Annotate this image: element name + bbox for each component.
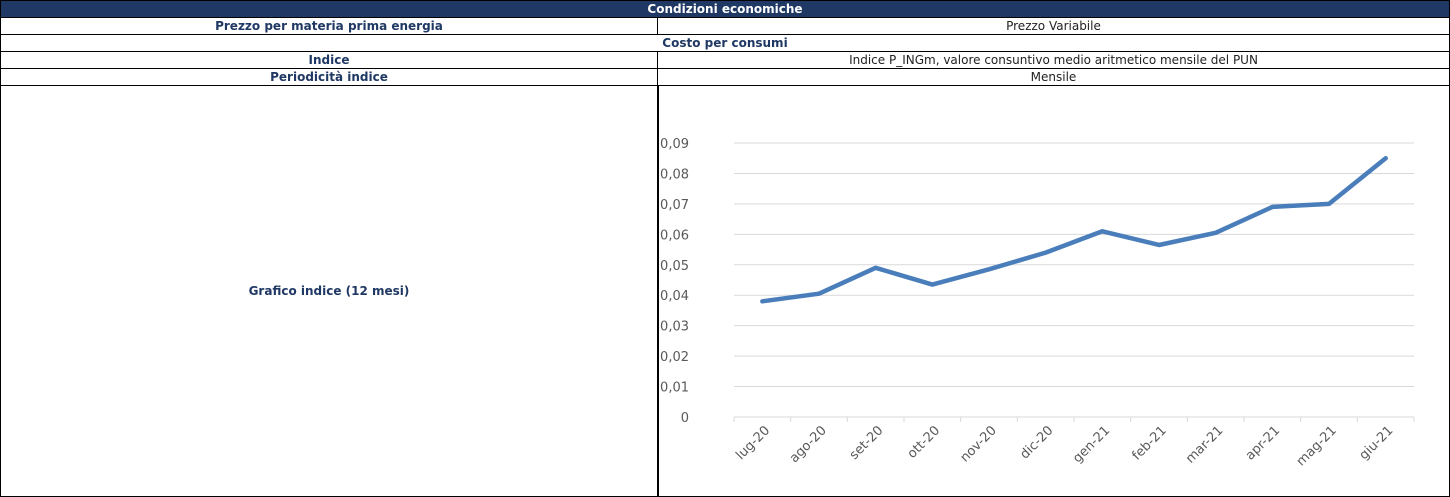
y-tick-label: 0,05 [660, 259, 689, 274]
x-tick-label: lug-20 [733, 423, 773, 463]
x-tick-label: set-20 [847, 423, 887, 463]
row-value: Mensile [657, 68, 1450, 86]
x-tick-label: nov-20 [958, 423, 1000, 465]
table-title: Condizioni economiche [0, 0, 1450, 18]
y-tick-label: 0,02 [660, 350, 689, 365]
y-tick-label: 0,06 [660, 228, 689, 243]
x-tick-label: mag-21 [1294, 423, 1340, 469]
row-label: Periodicità indice [0, 68, 658, 86]
y-tick-label: 0,09 [660, 137, 689, 152]
x-tick-label: gen-21 [1070, 423, 1113, 466]
x-tick-label: ott-20 [905, 423, 943, 461]
line-series [760, 155, 1388, 304]
row-label: Grafico indice (12 mesi) [0, 85, 658, 497]
chart: 0 0,01 0,02 0,03 0,04 0,05 0,06 0,07 0,08 0,09 lug… [660, 137, 1415, 469]
row-label: Prezzo per materia prima energia [0, 17, 658, 35]
row-value: Prezzo Variabile [657, 17, 1450, 35]
x-tick-label: mar-21 [1183, 423, 1226, 466]
x-tick-label: giu-21 [1357, 423, 1397, 463]
x-tick-label: feb-21 [1129, 423, 1169, 463]
y-tick-label: 0,01 [660, 381, 689, 396]
y-tick-label: 0,04 [660, 289, 689, 304]
x-tick-label: ago-20 [787, 423, 830, 466]
x-tick-label: dic-20 [1017, 423, 1056, 462]
y-tick-label: 0,08 [660, 167, 689, 182]
y-tick-label: 0,07 [660, 198, 689, 213]
row-label: Indice [0, 51, 658, 69]
row-value: Indice P_INGm, valore consuntivo medio a… [657, 51, 1450, 69]
section-label: Costo per consumi [0, 34, 1450, 52]
y-tick-label: 0,03 [660, 320, 689, 335]
x-tick-label: apr-21 [1243, 423, 1283, 463]
y-tick-label: 0 [681, 411, 689, 426]
